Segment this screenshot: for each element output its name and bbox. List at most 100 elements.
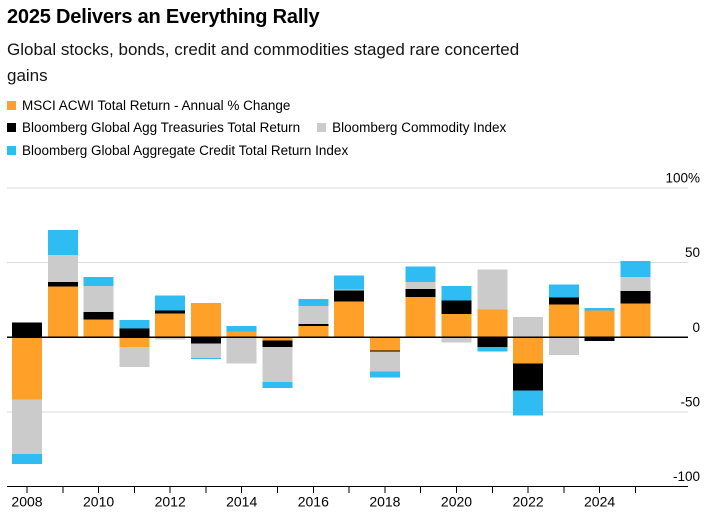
x-axis-label: 2012 <box>155 494 186 510</box>
x-axis-label: 2008 <box>11 494 42 510</box>
bar-segment <box>12 337 42 400</box>
bar-segment <box>12 322 42 338</box>
bar-segment <box>513 363 544 391</box>
legend-swatch-icon <box>7 123 16 133</box>
bar-segment <box>226 326 257 332</box>
bar-segment <box>334 301 365 338</box>
bar-segment <box>226 331 257 338</box>
bar-segment <box>477 309 508 338</box>
bar-segment <box>513 390 544 416</box>
bar-segment <box>226 337 257 364</box>
y-axis-label: 50 <box>685 245 700 260</box>
bar-segment <box>441 337 472 343</box>
bar-segment <box>369 371 400 378</box>
bar-segment <box>190 343 221 359</box>
bar-segment <box>620 261 651 277</box>
bar-segment <box>298 323 329 327</box>
legend-item: Bloomberg Global Aggregate Credit Total … <box>7 143 348 158</box>
bar-segment <box>548 337 579 356</box>
legend-item-label: Bloomberg Global Aggregate Credit Total … <box>22 142 349 158</box>
bar-segment <box>513 337 544 364</box>
bar-segment <box>405 288 436 297</box>
chart-subtitle: Global stocks, bonds, credit and commodi… <box>7 40 520 85</box>
legend-row: Bloomberg Global Aggregate Credit Total … <box>7 139 705 162</box>
bar-segment <box>262 337 293 341</box>
bar-segment <box>190 302 221 338</box>
bar-segment <box>477 337 508 347</box>
bar-segment <box>334 290 365 302</box>
bar-segment <box>155 337 186 340</box>
bar-segment <box>334 275 365 290</box>
bar-segment <box>47 282 78 287</box>
bar-segment <box>155 295 186 311</box>
x-axis-label: 2020 <box>441 494 472 510</box>
bar-segment <box>47 286 78 338</box>
bar-segment <box>548 304 579 338</box>
legend-item: Bloomberg Global Agg Treasuries Total Re… <box>7 120 300 135</box>
bar-segment <box>584 337 615 342</box>
bar-segment <box>369 351 400 372</box>
bar-segment <box>620 303 651 338</box>
legend-swatch-icon <box>7 100 16 110</box>
chart-header: 2025 Delivers an Everything Rally Global… <box>7 5 705 162</box>
bar-segment <box>441 300 472 315</box>
legend: MSCI ACWI Total Return - Annual % Change… <box>7 94 705 162</box>
legend-row: MSCI ACWI Total Return - Annual % Change <box>7 94 705 117</box>
y-axis-label: 0 <box>692 320 700 335</box>
bar-segment <box>584 310 615 338</box>
bar-segment <box>441 285 472 301</box>
bar-segment <box>190 337 221 344</box>
bar-segment <box>584 308 615 311</box>
x-axis-label: 2022 <box>513 494 544 510</box>
legend-item: MSCI ACWI Total Return - Annual % Change <box>7 98 290 113</box>
bar-segment <box>155 310 186 314</box>
bar-segment <box>119 337 150 347</box>
x-axis-label: 2016 <box>298 494 329 510</box>
bar-segment <box>369 350 400 352</box>
legend-item-label: MSCI ACWI Total Return - Annual % Change <box>22 97 291 113</box>
bar-segment <box>477 347 508 352</box>
bar-segment <box>12 453 42 465</box>
bar-segment <box>83 311 114 320</box>
bar-segment <box>119 320 150 329</box>
x-axis-label: 2010 <box>83 494 114 510</box>
bar-segment <box>548 297 579 305</box>
x-axis-label: 2014 <box>226 494 257 510</box>
legend-swatch-icon <box>317 123 327 133</box>
y-axis-label: -50 <box>680 395 700 410</box>
bar-segment <box>405 282 436 289</box>
bar-segment <box>298 305 329 324</box>
bar-segment <box>83 285 114 312</box>
bar-segment <box>405 266 436 283</box>
stacked-bar-chart: 100% 50 0 -50 -100 2008 2010 2012 2014 2016 2018 20… <box>7 171 700 510</box>
bar-segment <box>155 313 186 338</box>
y-axis-label: -100 <box>673 469 700 484</box>
bar-segment <box>513 317 544 338</box>
chart-title: 2025 Delivers an Everything Rally <box>7 6 320 28</box>
bar-segment <box>47 255 78 283</box>
bar-segment <box>262 382 293 389</box>
x-axis-label: 2018 <box>369 494 400 510</box>
legend-item: Bloomberg Commodity Index <box>317 120 506 135</box>
bar-segment <box>119 347 150 368</box>
bar-segment <box>620 291 651 304</box>
bar-segment <box>83 319 114 338</box>
bar-segment <box>83 276 114 286</box>
bar-segment <box>298 326 329 338</box>
legend-swatch-icon <box>7 145 16 155</box>
bar-segment <box>47 229 78 256</box>
bar-segment <box>262 340 293 348</box>
y-axis-label: 100% <box>665 171 700 186</box>
bar-segment <box>12 399 42 454</box>
x-axis-label: 2024 <box>584 494 615 510</box>
bar-segment <box>548 284 579 298</box>
bar-segment <box>620 276 651 292</box>
legend-item-label: Bloomberg Commodity Index <box>332 120 507 136</box>
bar-segment <box>369 337 400 351</box>
bar-segment <box>405 296 436 338</box>
bar-segment <box>298 299 329 306</box>
bar-segment <box>262 347 293 383</box>
legend-row: Bloomberg Global Agg Treasuries Total Re… <box>7 117 705 140</box>
bar-segment <box>190 358 221 359</box>
bar-segment <box>441 314 472 338</box>
